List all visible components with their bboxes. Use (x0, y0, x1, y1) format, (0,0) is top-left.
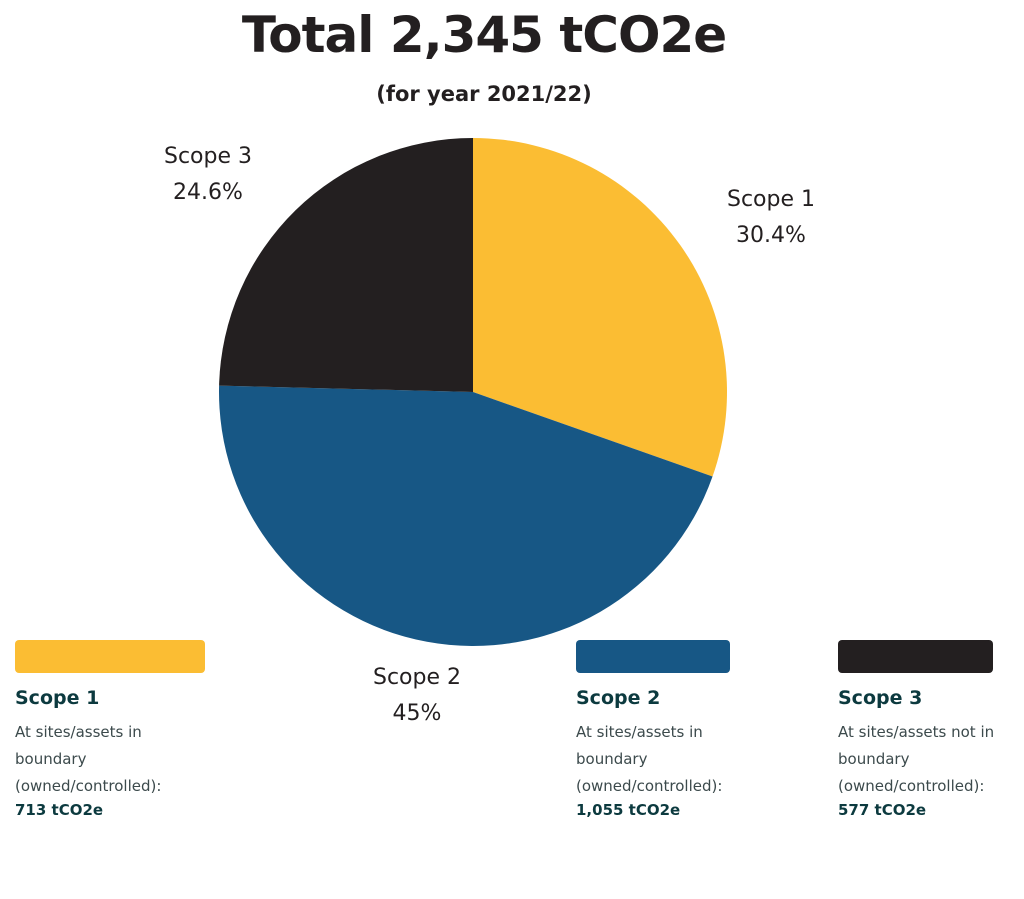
pie-slices (218, 138, 727, 647)
legend-desc-line: boundary (15, 750, 87, 768)
pie-slice-scope-3 (219, 138, 473, 392)
legend-name-scope-2: Scope 2 (576, 687, 661, 709)
legend-desc-line: (owned/controlled): (15, 777, 162, 795)
legend-desc-line: (owned/controlled): (838, 777, 985, 795)
pie-slice-scope-1 (473, 138, 727, 477)
legend-desc-line: (owned/controlled): (576, 777, 723, 795)
slice-value-scope-1: 30.4% (736, 223, 806, 248)
legend-desc-line: At sites/assets in (15, 723, 142, 741)
chart-title: Total 2,345 tCO2e (241, 6, 727, 64)
legend-desc-line: boundary (838, 750, 910, 768)
slice-label-scope-2: Scope 2 (373, 665, 461, 690)
legend-swatch-scope-3 (838, 640, 993, 673)
legend-description-scope-2: At sites/assets in boundary (owned/contr… (576, 719, 730, 800)
legend-desc-line: At sites/assets not in (838, 723, 995, 741)
slice-value-scope-2: 45% (393, 701, 442, 726)
legend-item-scope-1: Scope 1 At sites/assets in boundary (own… (15, 640, 205, 820)
legend-desc-line: boundary (576, 750, 648, 768)
legend-name-scope-1: Scope 1 (15, 687, 100, 709)
legend-swatch-scope-1 (15, 640, 205, 673)
legend-value-scope-2: 1,055 tCO2e (576, 801, 681, 819)
legend-item-scope-2: Scope 2 At sites/assets in boundary (own… (576, 640, 730, 820)
legend-swatch-scope-2 (576, 640, 730, 673)
legend-name-scope-3: Scope 3 (838, 687, 923, 709)
legend-value-scope-3: 577 tCO2e (838, 801, 927, 819)
legend-description-scope-3: At sites/assets not in boundary (owned/c… (838, 719, 1018, 800)
slice-label-scope-1: Scope 1 (727, 187, 815, 212)
legend-description-scope-1: At sites/assets in boundary (owned/contr… (15, 719, 205, 800)
legend-value-scope-1: 713 tCO2e (15, 801, 104, 819)
legend-desc-line: At sites/assets in (576, 723, 703, 741)
pie-slice-scope-2 (218, 385, 713, 647)
slice-label-scope-3: Scope 3 (164, 144, 252, 169)
legend-item-scope-3: Scope 3 At sites/assets not in boundary … (838, 640, 1018, 820)
chart-subtitle: (for year 2021/22) (376, 82, 592, 106)
pie-slice-labels: Scope 1 30.4% Scope 2 45% Scope 3 24.6% (164, 144, 815, 726)
slice-value-scope-3: 24.6% (173, 180, 243, 205)
